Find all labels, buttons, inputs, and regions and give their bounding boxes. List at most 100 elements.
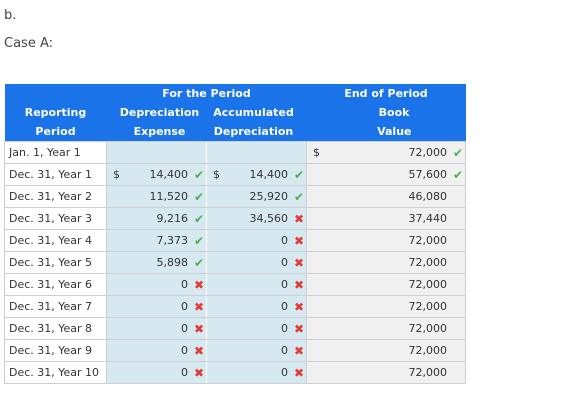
- depreciation-expense-value[interactable]: 14,400: [149, 168, 189, 181]
- accumulated-depreciation-field[interactable]: 0 ✖: [207, 252, 306, 273]
- depreciation-expense-field[interactable]: 9,216 ✔: [107, 208, 207, 229]
- depreciation-expense-value[interactable]: 9,216: [156, 212, 189, 225]
- depreciation-expense-field[interactable]: 0 ✖: [107, 362, 207, 383]
- depreciation-expense-field[interactable]: [107, 142, 207, 163]
- accumulated-depreciation-field[interactable]: 0 ✖: [207, 318, 306, 339]
- book-value-cell[interactable]: 37,440: [306, 207, 466, 230]
- book-value-cell[interactable]: 72,000: [306, 295, 466, 318]
- book-value[interactable]: 72,000: [408, 366, 448, 379]
- book-value-cell[interactable]: 72,000: [306, 251, 466, 274]
- book-value-cell[interactable]: 72,000: [306, 361, 466, 384]
- accumulated-depreciation-value[interactable]: 14,400: [249, 168, 289, 181]
- depreciation-expense-value[interactable]: 0: [181, 278, 188, 291]
- book-value[interactable]: 46,080: [408, 190, 448, 203]
- book-value[interactable]: 72,000: [408, 146, 448, 159]
- input-cell[interactable]: [106, 141, 307, 164]
- accumulated-depreciation-field[interactable]: 0 ✖: [207, 230, 306, 251]
- depreciation-table: For the Period End of Period Reporting D…: [4, 84, 466, 384]
- table-row: Dec. 31, Year 4 7,373 ✔ 0 ✖ 72,000: [4, 229, 466, 252]
- depreciation-expense-field[interactable]: 5,898 ✔: [107, 252, 207, 273]
- depreciation-expense-value[interactable]: 0: [181, 322, 188, 335]
- book-value[interactable]: 72,000: [408, 322, 448, 335]
- input-cell[interactable]: 0 ✖ 0 ✖: [106, 295, 307, 318]
- accumulated-depreciation-field[interactable]: 0 ✖: [207, 274, 306, 295]
- header-reporting: Reporting: [4, 103, 107, 122]
- depreciation-expense-field[interactable]: 0 ✖: [107, 296, 207, 317]
- header-value: Value: [306, 122, 466, 142]
- depreciation-expense-field[interactable]: 0 ✖: [107, 318, 207, 339]
- header-for-the-period: For the Period: [106, 84, 307, 103]
- input-cell[interactable]: 0 ✖ 0 ✖: [106, 273, 307, 296]
- accumulated-depreciation-field[interactable]: 0 ✖: [207, 296, 306, 317]
- book-value[interactable]: 57,600: [408, 168, 448, 181]
- table-row: Dec. 31, Year 5 5,898 ✔ 0 ✖ 72,000: [4, 251, 466, 274]
- check-icon: ✔: [193, 211, 205, 226]
- header-book: Book: [306, 103, 466, 122]
- table-row: Dec. 31, Year 3 9,216 ✔ 34,560 ✖ 37,440: [4, 207, 466, 230]
- depreciation-expense-field[interactable]: 7,373 ✔: [107, 230, 207, 251]
- book-value[interactable]: 72,000: [408, 344, 448, 357]
- header-accumulated: Accumulated: [213, 106, 294, 119]
- cross-icon: ✖: [293, 277, 305, 292]
- header-dep-accum: Depreciation Accumulated: [106, 103, 307, 122]
- depreciation-expense-value[interactable]: 11,520: [149, 190, 189, 203]
- depreciation-expense-value[interactable]: 0: [181, 344, 188, 357]
- accumulated-depreciation-value[interactable]: 0: [281, 366, 288, 379]
- depreciation-expense-field[interactable]: $14,400 ✔: [107, 164, 207, 185]
- input-cell[interactable]: $14,400 ✔ $14,400 ✔: [106, 163, 307, 186]
- header-period: Period: [4, 122, 107, 142]
- check-icon: ✔: [193, 233, 205, 248]
- accumulated-depreciation-value[interactable]: 0: [281, 344, 288, 357]
- accumulated-depreciation-field[interactable]: $14,400 ✔: [207, 164, 306, 185]
- table-row: Dec. 31, Year 10 0 ✖ 0 ✖ 72,000: [4, 361, 466, 384]
- accumulated-depreciation-field[interactable]: 0 ✖: [207, 362, 306, 383]
- check-icon: ✔: [193, 167, 205, 182]
- period-cell: Dec. 31, Year 4: [4, 229, 107, 252]
- input-cell[interactable]: 11,520 ✔ 25,920 ✔: [106, 185, 307, 208]
- depreciation-expense-field[interactable]: 11,520 ✔: [107, 186, 207, 207]
- book-value-cell[interactable]: $72,000 ✔: [306, 141, 466, 164]
- book-value[interactable]: 72,000: [408, 278, 448, 291]
- header-blank: [4, 84, 107, 103]
- accumulated-depreciation-value[interactable]: 34,560: [249, 212, 289, 225]
- accumulated-depreciation-value[interactable]: 25,920: [249, 190, 289, 203]
- input-cell[interactable]: 5,898 ✔ 0 ✖: [106, 251, 307, 274]
- book-value-cell[interactable]: 72,000: [306, 229, 466, 252]
- depreciation-expense-value[interactable]: 5,898: [156, 256, 189, 269]
- input-cell[interactable]: 0 ✖ 0 ✖: [106, 339, 307, 362]
- accumulated-depreciation-value[interactable]: 0: [281, 278, 288, 291]
- header-depreciation-2: Depreciation: [213, 125, 294, 138]
- book-value-cell[interactable]: 46,080: [306, 185, 466, 208]
- book-value-cell[interactable]: 72,000: [306, 317, 466, 340]
- accumulated-depreciation-value[interactable]: 0: [281, 256, 288, 269]
- depreciation-expense-value[interactable]: 0: [181, 366, 188, 379]
- check-icon: ✔: [193, 189, 205, 204]
- book-value[interactable]: 72,000: [408, 256, 448, 269]
- input-cell[interactable]: 0 ✖ 0 ✖: [106, 361, 307, 384]
- cross-icon: ✖: [293, 211, 305, 226]
- book-value[interactable]: 72,000: [408, 234, 448, 247]
- cross-icon: ✖: [293, 233, 305, 248]
- period-cell: Dec. 31, Year 7: [4, 295, 107, 318]
- book-value[interactable]: 37,440: [408, 212, 448, 225]
- accumulated-depreciation-field[interactable]: 25,920 ✔: [207, 186, 306, 207]
- accumulated-depreciation-value[interactable]: 0: [281, 300, 288, 313]
- depreciation-expense-field[interactable]: 0 ✖: [107, 274, 207, 295]
- accumulated-depreciation-value[interactable]: 0: [281, 234, 288, 247]
- depreciation-expense-value[interactable]: 7,373: [156, 234, 189, 247]
- accumulated-depreciation-field[interactable]: [207, 142, 306, 163]
- accumulated-depreciation-value[interactable]: 0: [281, 322, 288, 335]
- accumulated-depreciation-field[interactable]: 34,560 ✖: [207, 208, 306, 229]
- book-value-cell[interactable]: 72,000: [306, 339, 466, 362]
- input-cell[interactable]: 9,216 ✔ 34,560 ✖: [106, 207, 307, 230]
- input-cell[interactable]: 0 ✖ 0 ✖: [106, 317, 307, 340]
- cross-icon: ✖: [293, 255, 305, 270]
- accumulated-depreciation-field[interactable]: 0 ✖: [207, 340, 306, 361]
- book-value-cell[interactable]: 72,000: [306, 273, 466, 296]
- book-value-cell[interactable]: 57,600 ✔: [306, 163, 466, 186]
- table-row: Dec. 31, Year 8 0 ✖ 0 ✖ 72,000: [4, 317, 466, 340]
- depreciation-expense-field[interactable]: 0 ✖: [107, 340, 207, 361]
- book-value[interactable]: 72,000: [408, 300, 448, 313]
- input-cell[interactable]: 7,373 ✔ 0 ✖: [106, 229, 307, 252]
- depreciation-expense-value[interactable]: 0: [181, 300, 188, 313]
